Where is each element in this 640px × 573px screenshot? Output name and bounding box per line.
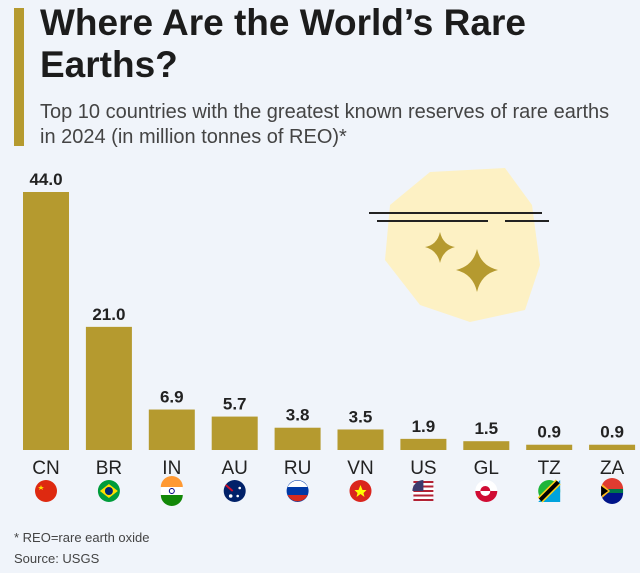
- australia-flag-icon: [238, 486, 241, 490]
- tanzania-flag-icon: [538, 480, 560, 502]
- russia-flag-icon: [286, 480, 308, 491]
- data-label: 3.5: [349, 407, 373, 426]
- category-label: BR: [96, 458, 122, 479]
- category-label: US: [410, 458, 436, 479]
- brazil-flag-icon: [104, 487, 113, 495]
- chart-subtitle: Top 10 countries with the greatest known…: [40, 101, 610, 148]
- sparkle-icon: [425, 232, 455, 263]
- india-flag-icon: [168, 488, 175, 494]
- illustration: [369, 168, 549, 322]
- bar-TZ: [526, 444, 573, 450]
- category-label: GL: [474, 458, 499, 479]
- australia-flag-icon: [225, 484, 234, 492]
- chart-title: Where Are the World’s Rare Earths?: [40, 2, 526, 85]
- greenland-flag-icon: [480, 491, 491, 497]
- india-flag-icon: [160, 495, 183, 506]
- bar-VN: [337, 429, 384, 450]
- category-label: AU: [221, 458, 247, 479]
- data-label: 21.0: [92, 305, 125, 324]
- category-label: IN: [162, 458, 181, 479]
- usa-flag-icon: [412, 480, 424, 491]
- data-label: 0.9: [600, 423, 624, 442]
- india-flag-icon: [160, 476, 183, 487]
- australia-flag-icon: [236, 494, 239, 498]
- data-label: 0.9: [537, 423, 561, 442]
- australia-flag-icon: [223, 480, 246, 502]
- data-label: 6.9: [160, 388, 184, 407]
- south-africa-flag-icon: [601, 478, 624, 489]
- illustration-blob: [385, 168, 540, 322]
- source: Source: USGS: [14, 551, 100, 566]
- russia-flag-icon: [287, 495, 308, 502]
- south-africa-flag-icon: [601, 493, 624, 505]
- title-accent-bar: [14, 8, 24, 146]
- south-africa-flag-icon: [601, 486, 609, 496]
- data-label: 5.7: [223, 395, 247, 414]
- bar-US: [400, 438, 447, 450]
- category-label: CN: [32, 458, 59, 479]
- bar-GL: [463, 441, 510, 450]
- bar-IN: [148, 409, 195, 450]
- bar-ZA: [589, 444, 636, 450]
- category-label: RU: [284, 458, 311, 479]
- china-flag-icon: [38, 485, 44, 490]
- south-africa-flag-icon: [608, 489, 624, 493]
- data-label: 1.9: [412, 417, 436, 436]
- greenland-flag-icon: [480, 486, 491, 491]
- bar-AU: [211, 416, 258, 450]
- data-label: 44.0: [29, 170, 62, 189]
- footnote: * REO=rare earth oxide: [14, 530, 150, 545]
- vietnam-flag-icon: [354, 485, 367, 497]
- greenland-flag-icon: [475, 491, 498, 502]
- bar-BR: [85, 326, 132, 450]
- category-label: TZ: [538, 458, 562, 479]
- bar-CN: [23, 192, 69, 450]
- bar-RU: [274, 427, 321, 450]
- data-label: 1.5: [474, 419, 498, 438]
- category-label: ZA: [600, 458, 625, 479]
- australia-flag-icon: [228, 494, 233, 498]
- china-flag-icon: [35, 480, 57, 502]
- category-label: VN: [347, 458, 373, 479]
- data-label: 3.8: [286, 406, 310, 425]
- sparkle-icon: [456, 249, 498, 292]
